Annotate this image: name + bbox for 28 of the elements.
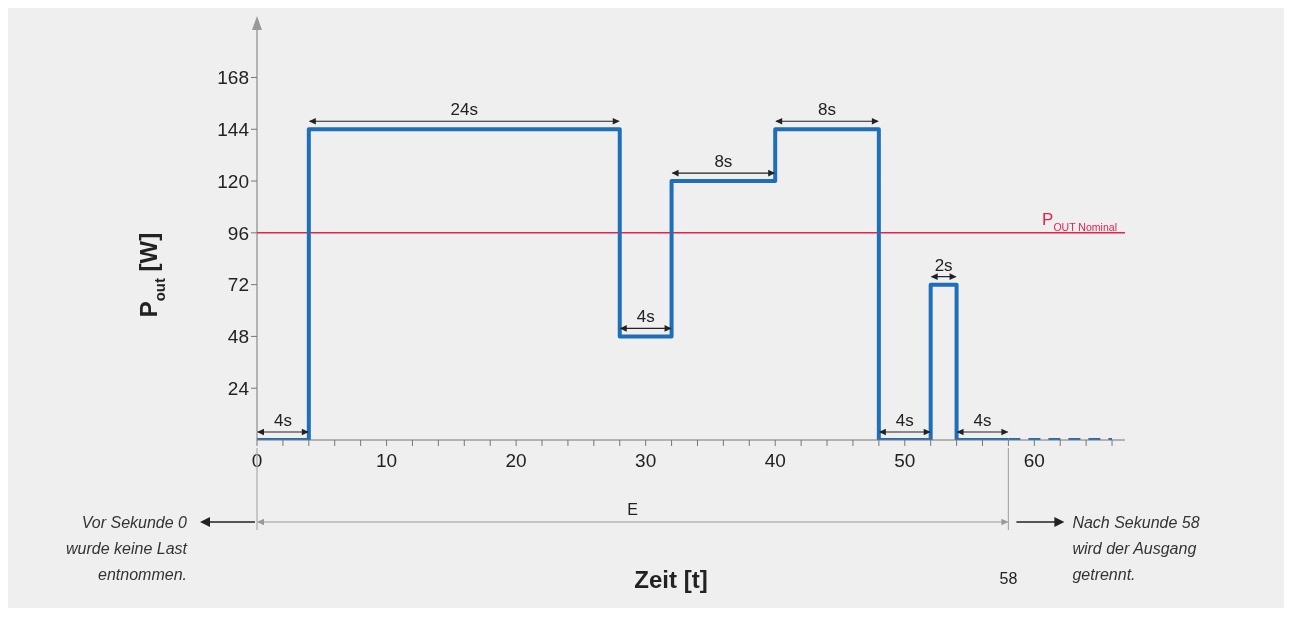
annotation: 24s (450, 100, 478, 120)
text: Vor Sekunde 0 wurde keine Last entnommen. (66, 514, 188, 583)
annotation: 4s (973, 411, 992, 430)
x-tick-label: 50 (894, 450, 916, 472)
x-axis-title: Zeit [t] (634, 566, 708, 593)
x-tick-label: 30 (635, 450, 657, 472)
y-tick-label: 144 (217, 119, 250, 141)
x-tick-label: 20 (505, 450, 527, 472)
annotation: 4s (273, 411, 292, 430)
annotation: 8s (818, 100, 837, 120)
x-tick-label: 40 (764, 450, 786, 472)
y-tick-label: 120 (217, 170, 249, 192)
text: 58 (999, 570, 1018, 587)
text: E (627, 501, 639, 518)
x-tick-label: 0 (251, 450, 263, 472)
x-tick-label: 60 (1023, 450, 1045, 472)
text: Nach Sekunde 58 wird der Ausgang getrennt. (1072, 514, 1200, 583)
ref-line-label: P$_{OUT Nominal}$ (1042, 209, 1117, 233)
y-tick-label: 72 (227, 274, 249, 296)
y-tick-label: 168 (217, 67, 249, 89)
annotation: 4s (895, 411, 914, 430)
annotation: 4s (636, 307, 655, 327)
annotation: 8s (714, 152, 733, 172)
y-tick-label: 96 (227, 222, 249, 244)
y-tick-label: 48 (227, 326, 249, 348)
y-tick-label: 24 (227, 377, 250, 399)
x-tick-label: 10 (375, 450, 398, 472)
annotation: 2s (934, 255, 953, 275)
